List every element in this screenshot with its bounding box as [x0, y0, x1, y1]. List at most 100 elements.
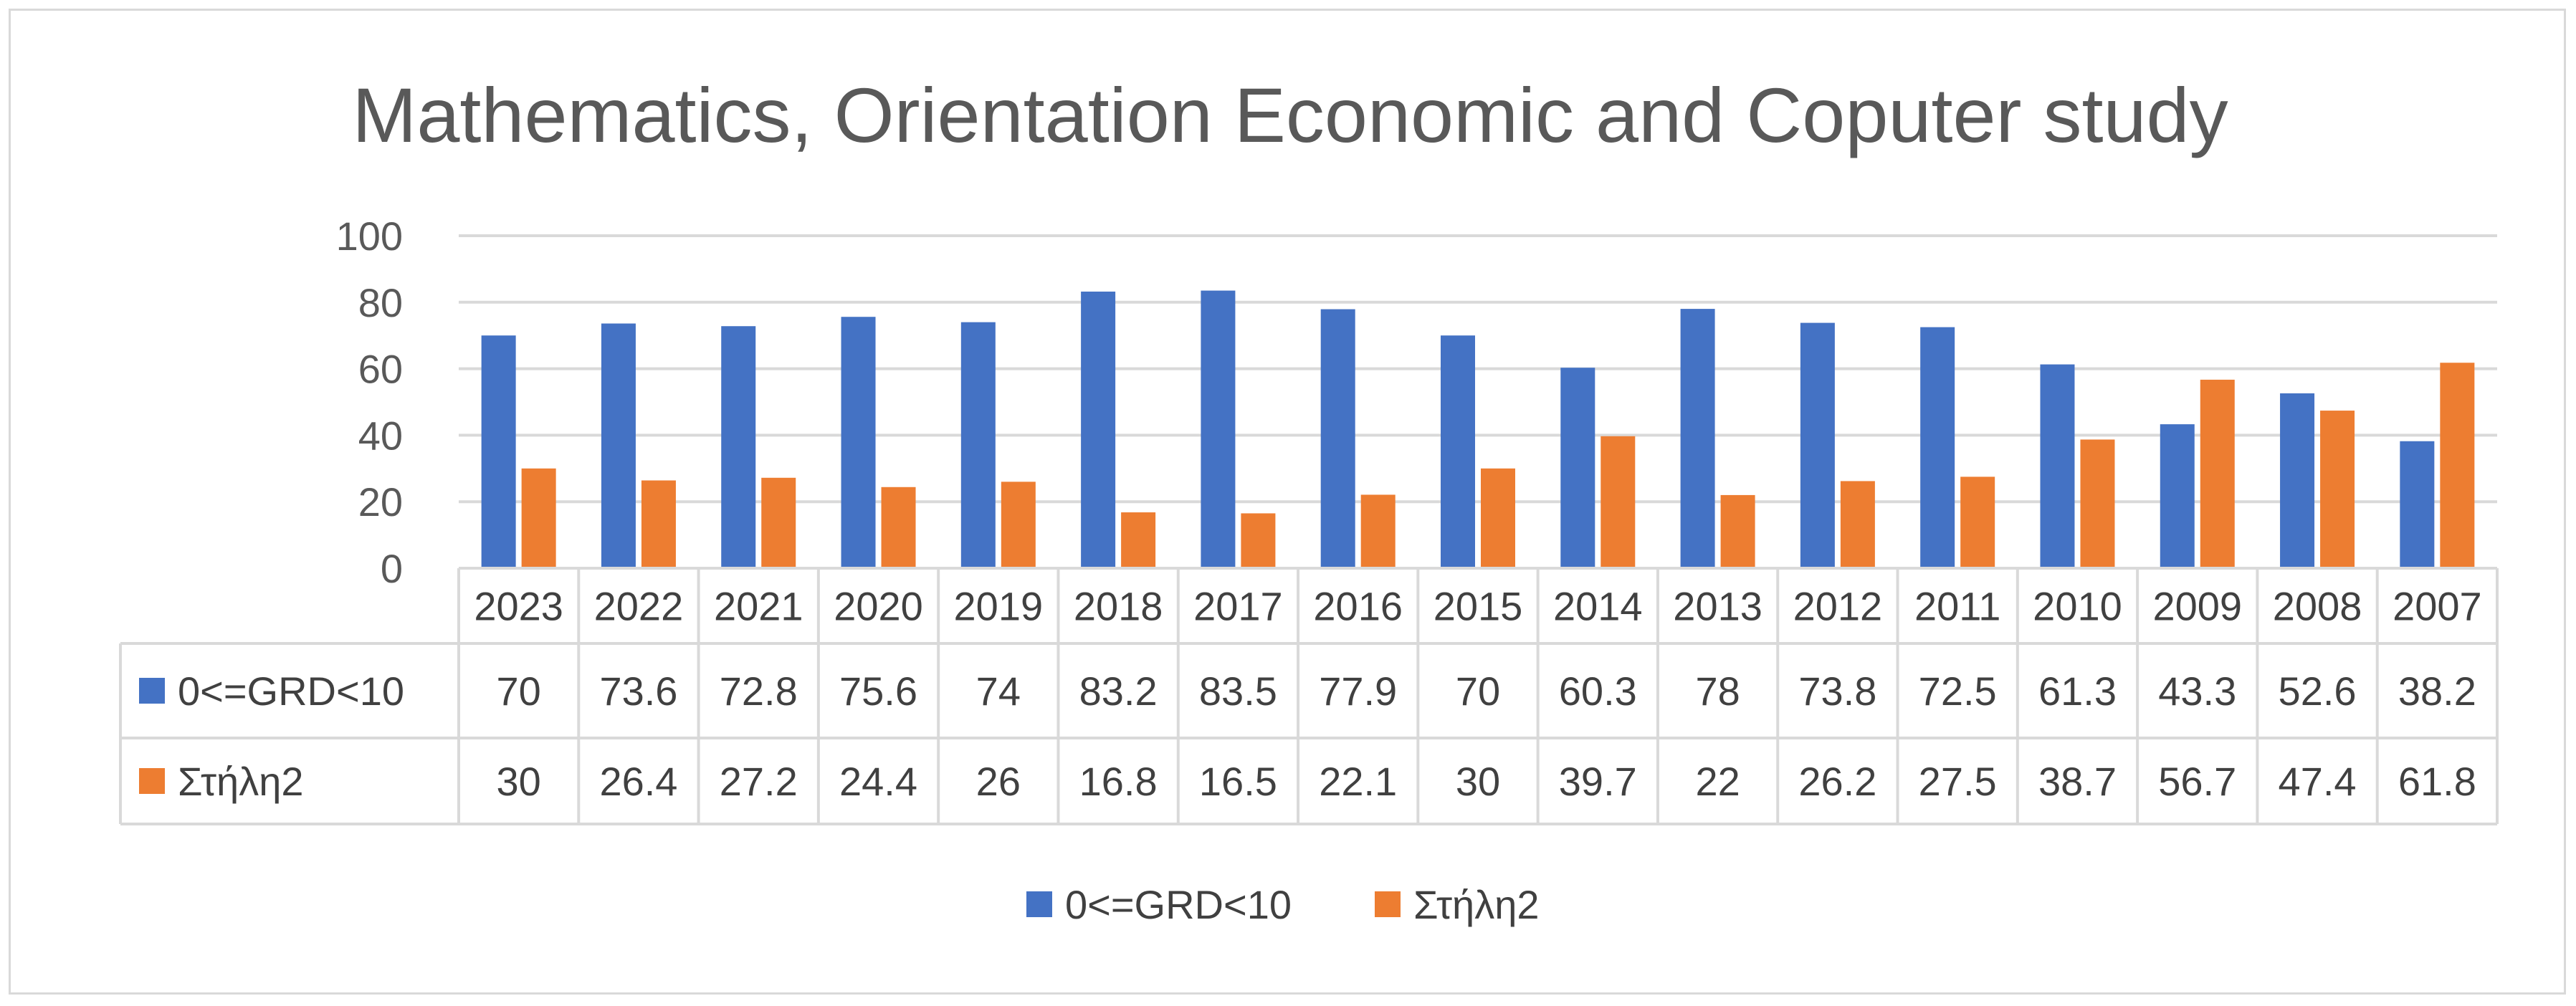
table-cell-value: 74	[976, 669, 1021, 714]
table-category-label: 2007	[2393, 584, 2482, 629]
table-cell-value: 83.5	[1199, 669, 1277, 714]
table-cell-value: 38.2	[2398, 669, 2476, 714]
table-cell-value: 26.4	[599, 759, 677, 804]
table-series-label: 0<=GRD<10	[178, 669, 404, 714]
y-tick-label: 100	[336, 214, 403, 259]
table-legend-key	[139, 678, 165, 704]
bar-series-2	[1481, 468, 1515, 568]
y-tick-label: 60	[358, 347, 403, 392]
bar-series-1	[1320, 309, 1355, 568]
table-cell-value: 26	[976, 759, 1021, 804]
table-cell-value: 16.8	[1079, 759, 1158, 804]
table-cell-value: 39.7	[1559, 759, 1637, 804]
y-axis-ticks: 0 20 40 60 80 100	[336, 214, 403, 591]
y-tick-label: 80	[358, 280, 403, 325]
table-cell-value: 70	[1456, 669, 1500, 714]
legend-key	[1375, 891, 1401, 917]
bar-series-2	[641, 480, 676, 568]
table-category-label: 2011	[1914, 584, 2000, 629]
bar-series-2	[1241, 513, 1276, 568]
data-table: 2023 2022 2021 2020 2019 2018 2017 2016 2015 2014…	[119, 567, 2499, 825]
bar-series-1	[1560, 368, 1595, 568]
table-category-label: 2021	[714, 584, 803, 629]
table-category-label: 2010	[2033, 584, 2122, 629]
table-category-label: 2020	[834, 584, 923, 629]
bar-series-2	[521, 468, 556, 568]
table-cell-value: 72.5	[1919, 669, 1997, 714]
bar-series-2	[1960, 476, 1995, 568]
table-category-label: 2013	[1673, 584, 1762, 629]
bar-series-1	[1920, 327, 1955, 568]
bar-series-2	[1121, 512, 1156, 568]
bar-series-1	[1680, 309, 1715, 568]
bar-series-1	[601, 323, 636, 568]
table-cell-value: 52.6	[2279, 669, 2357, 714]
bar-series-1	[960, 322, 996, 568]
table-cell-value: 77.9	[1319, 669, 1397, 714]
legend-label: Στήλη2	[1413, 882, 1540, 927]
bar-series-2	[1001, 482, 1036, 568]
bar-series-2	[1720, 494, 1755, 568]
table-category-label: 2012	[1793, 584, 1883, 629]
legend-label: 0<=GRD<10	[1065, 882, 1292, 927]
table-cell-value: 61.3	[2038, 669, 2117, 714]
y-tick-label: 40	[358, 413, 403, 458]
table-cell-value: 30	[496, 759, 540, 804]
table-category-label: 2019	[954, 584, 1044, 629]
table-cell-value: 73.8	[1798, 669, 1876, 714]
bar-series-1	[1081, 291, 1116, 568]
table-category-label: 2014	[1553, 584, 1643, 629]
gridlines	[459, 234, 2497, 504]
table-category-label: 2016	[1313, 584, 1403, 629]
bar-series-2	[2200, 379, 2235, 568]
bar-series-1	[2040, 364, 2075, 568]
table-cell-value: 43.3	[2158, 669, 2236, 714]
table-cell-value: 27.5	[1919, 759, 1997, 804]
table-cell-value: 70	[496, 669, 540, 714]
bar-series-2	[2080, 439, 2115, 568]
table-cell-value: 60.3	[1559, 669, 1637, 714]
table-legend-key	[139, 768, 165, 794]
table-category-label: 2018	[1074, 584, 1163, 629]
table-cell-value: 22.1	[1319, 759, 1397, 804]
bar-series-1	[1441, 335, 1475, 568]
table-cell-value: 38.7	[2038, 759, 2117, 804]
table-category-label: 2008	[2273, 584, 2362, 629]
table-cell-value: 72.8	[720, 669, 798, 714]
table-category-label: 2017	[1193, 584, 1283, 629]
table-category-label: 2023	[474, 584, 563, 629]
table-category-label: 2009	[2152, 584, 2242, 629]
table-cell-value: 16.5	[1199, 759, 1277, 804]
y-tick-label: 0	[381, 546, 403, 591]
bar-series-1	[481, 335, 516, 568]
bar-series-1	[721, 326, 756, 568]
bar-series-2	[1601, 436, 1636, 568]
table-cell-value: 22	[1695, 759, 1740, 804]
y-tick-label: 20	[358, 479, 403, 524]
table-cell-value: 75.6	[839, 669, 917, 714]
table-cell-value: 56.7	[2158, 759, 2236, 804]
chart-title: Mathematics, Orientation Economic and Co…	[352, 72, 2228, 158]
table-cell-value: 27.2	[720, 759, 798, 804]
legend-key	[1026, 891, 1052, 917]
bar-series-2	[1360, 494, 1396, 568]
bar-series-2	[881, 487, 916, 568]
table-series-label: Στήλη2	[178, 759, 304, 804]
bar-series-1	[1201, 290, 1236, 568]
bars	[481, 290, 2475, 568]
bar-series-1	[2280, 393, 2315, 568]
table-cell-value: 24.4	[839, 759, 917, 804]
bar-series-2	[2440, 363, 2475, 568]
table-category-label: 2015	[1434, 584, 1523, 629]
bar-series-1	[1800, 322, 1835, 568]
table-cell-value: 47.4	[2279, 759, 2357, 804]
bar-series-2	[2320, 411, 2355, 568]
bar-series-1	[841, 317, 876, 568]
bar-series-1	[2160, 424, 2195, 568]
table-cell-value: 61.8	[2398, 759, 2476, 804]
legend[interactable]: 0<=GRD<10 Στήλη2	[1026, 882, 1540, 927]
bar-series-1	[2400, 441, 2435, 568]
table-cell-value: 83.2	[1079, 669, 1158, 714]
table-cell-value: 78	[1695, 669, 1740, 714]
